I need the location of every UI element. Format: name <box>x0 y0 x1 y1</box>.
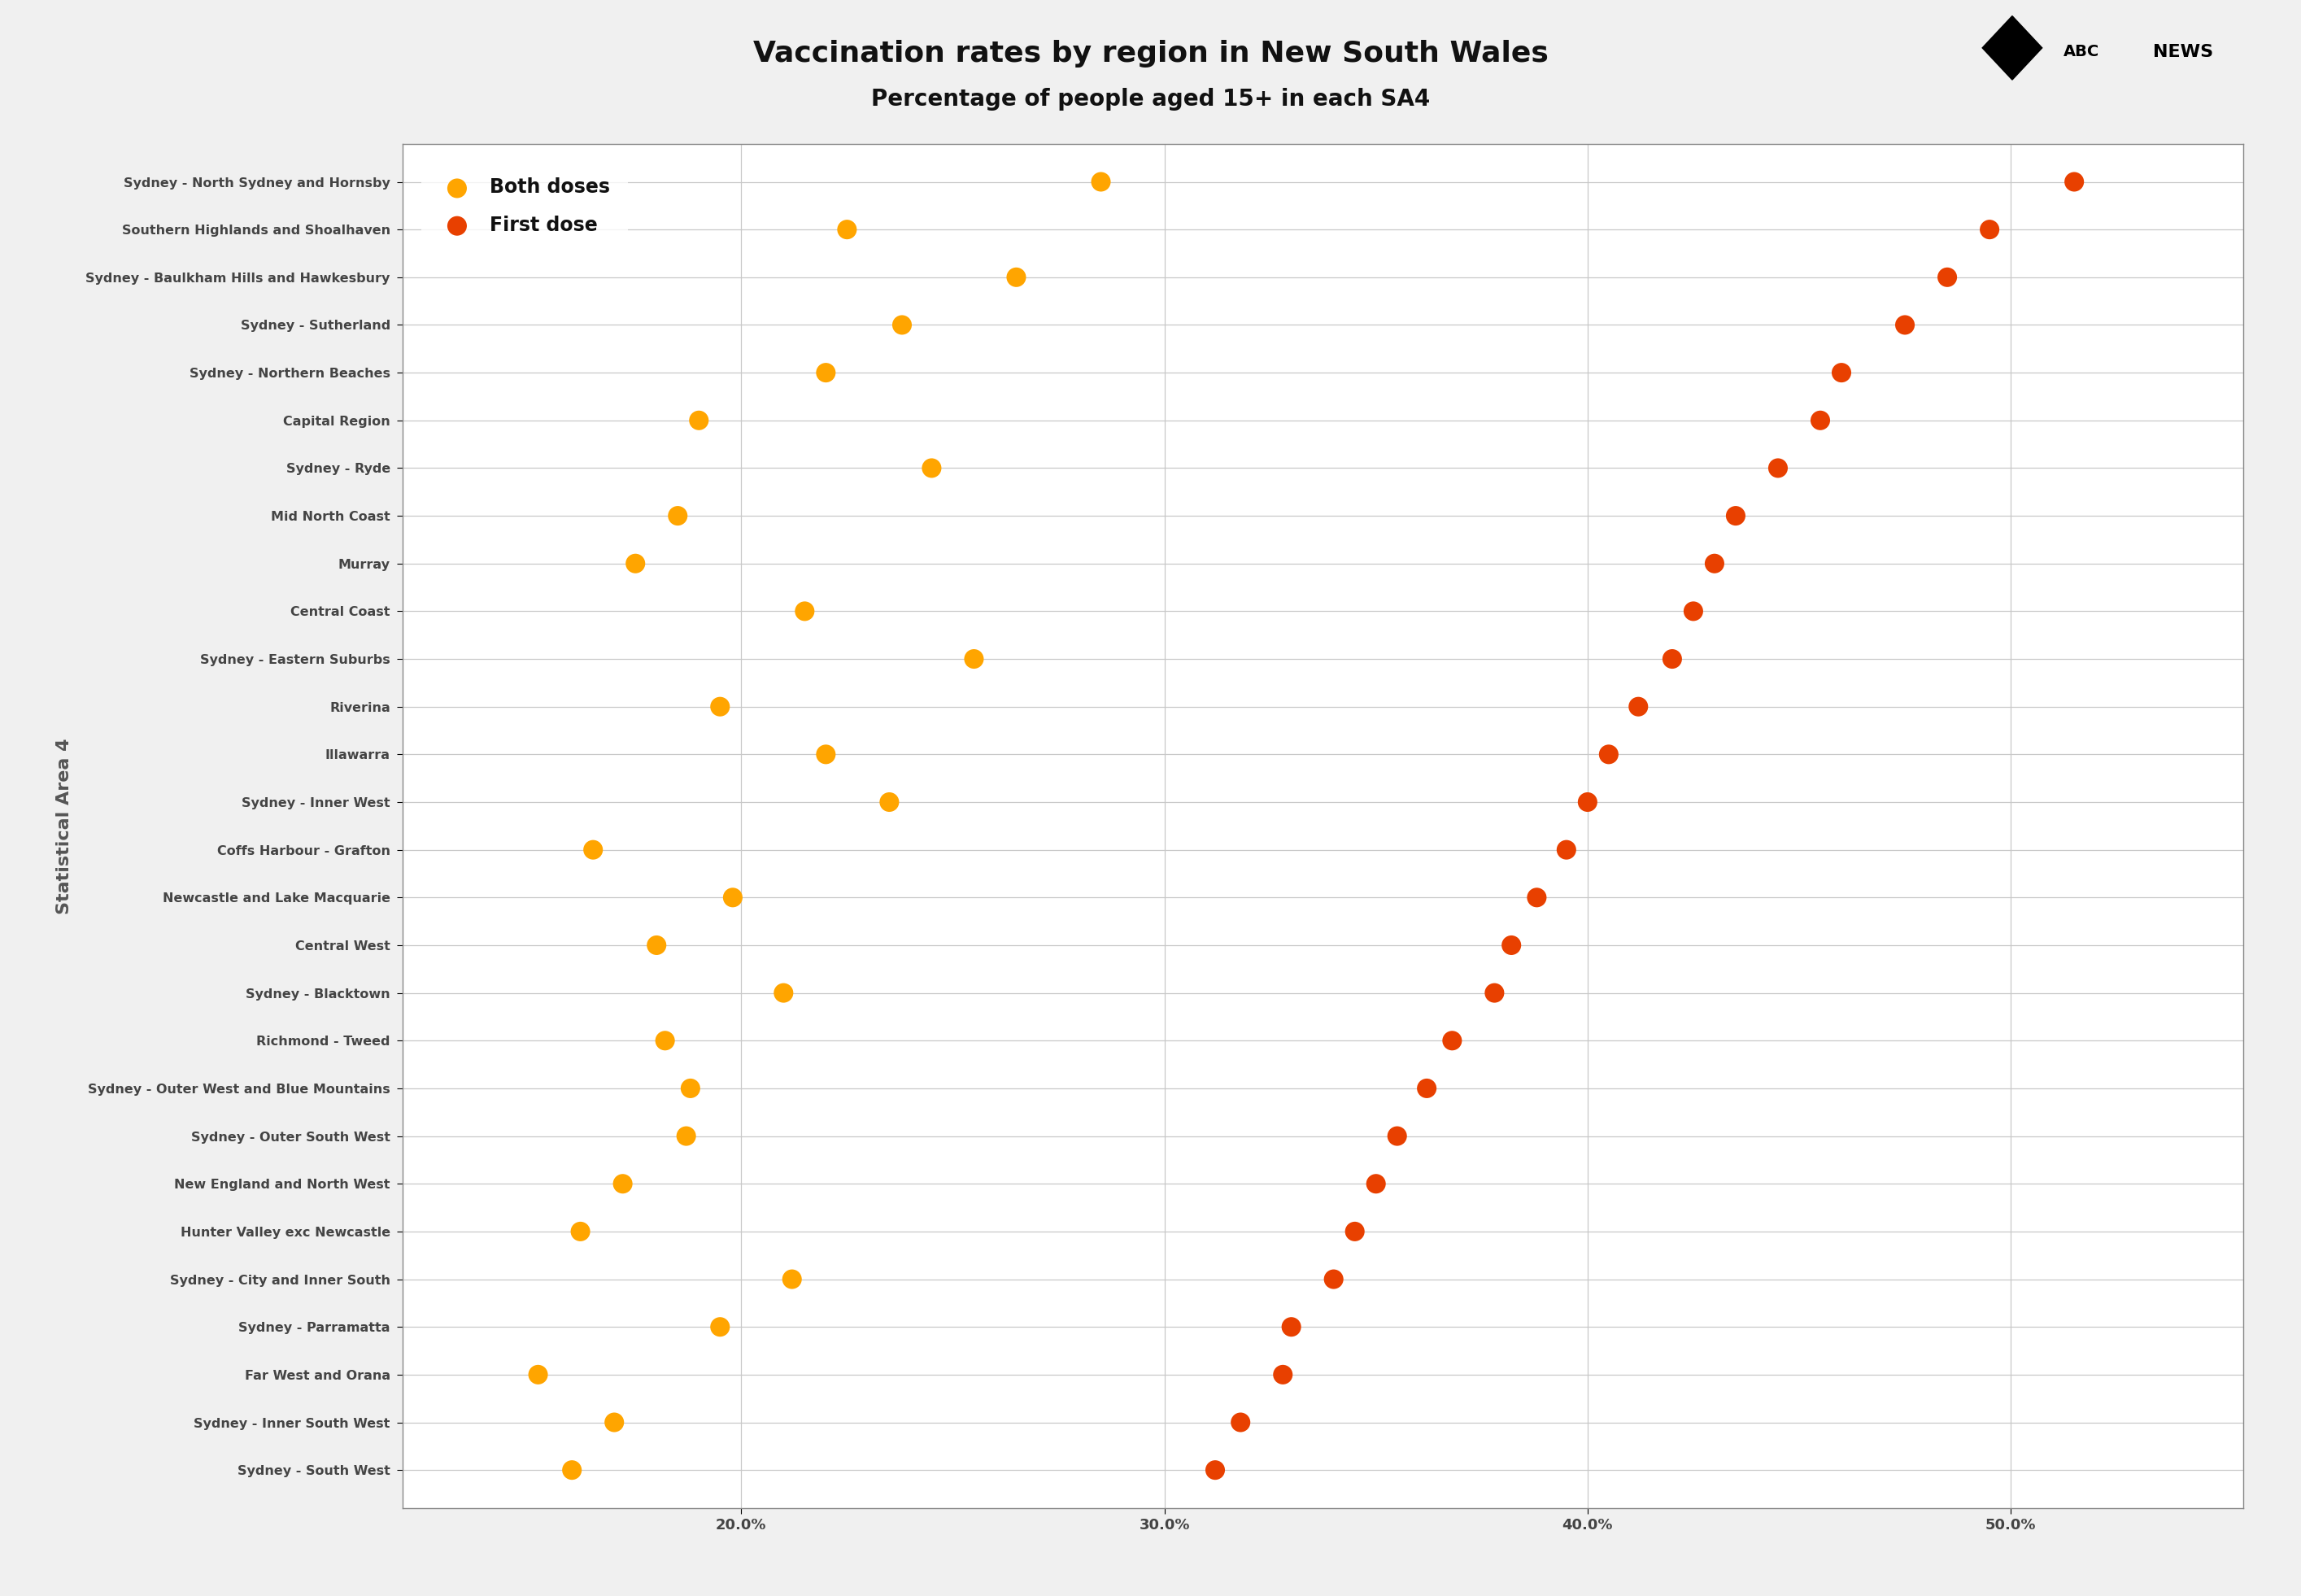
Point <box>1620 694 1657 720</box>
Point <box>1434 1028 1470 1053</box>
Point <box>1887 313 1924 338</box>
Point <box>1569 790 1606 816</box>
Point <box>1493 932 1530 958</box>
Point <box>1717 503 1753 528</box>
Point <box>1222 1409 1259 1435</box>
Point <box>1475 980 1512 1005</box>
Point <box>1590 742 1627 768</box>
Point <box>1316 1267 1353 1293</box>
Point <box>828 217 865 243</box>
Point <box>561 1219 598 1245</box>
Point <box>702 1314 739 1339</box>
Point <box>1081 169 1118 195</box>
Point <box>1972 217 2009 243</box>
Legend: Both doses, First dose: Both doses, First dose <box>421 160 628 252</box>
Point <box>870 790 907 816</box>
Point <box>647 1028 683 1053</box>
Point <box>672 1076 709 1101</box>
Point <box>808 359 844 385</box>
Point <box>713 884 750 910</box>
Point <box>1760 455 1797 480</box>
Point <box>1675 598 1712 624</box>
Point <box>1696 551 1733 576</box>
Point <box>766 980 803 1005</box>
Polygon shape <box>1983 16 2043 80</box>
Point <box>2055 169 2092 195</box>
Text: Percentage of people aged 15+ in each SA4: Percentage of people aged 15+ in each SA… <box>872 88 1429 110</box>
Y-axis label: Statistical Area 4: Statistical Area 4 <box>55 737 71 915</box>
Point <box>637 932 674 958</box>
Point <box>575 836 612 862</box>
Point <box>1408 1076 1445 1101</box>
Point <box>520 1361 557 1387</box>
Point <box>660 503 697 528</box>
Point <box>808 742 844 768</box>
Point <box>1802 407 1838 433</box>
Point <box>1266 1361 1302 1387</box>
Point <box>1378 1124 1415 1149</box>
Point <box>1272 1314 1309 1339</box>
Point <box>702 694 739 720</box>
Point <box>955 646 992 672</box>
Point <box>1358 1171 1394 1197</box>
Point <box>555 1457 591 1483</box>
Point <box>617 551 653 576</box>
Point <box>1197 1457 1233 1483</box>
Point <box>605 1171 642 1197</box>
Point <box>1822 359 1859 385</box>
Point <box>1654 646 1691 672</box>
Point <box>667 1124 704 1149</box>
Text: ABC: ABC <box>2064 45 2099 59</box>
Point <box>681 407 718 433</box>
Point <box>884 313 920 338</box>
Point <box>1549 836 1585 862</box>
Point <box>787 598 824 624</box>
Point <box>913 455 950 480</box>
Text: NEWS: NEWS <box>2154 43 2214 61</box>
Point <box>1519 884 1555 910</box>
Point <box>773 1267 810 1293</box>
Point <box>999 265 1035 290</box>
Point <box>596 1409 633 1435</box>
Point <box>1337 1219 1374 1245</box>
Text: Vaccination rates by region in New South Wales: Vaccination rates by region in New South… <box>752 40 1549 67</box>
Point <box>1928 265 1965 290</box>
